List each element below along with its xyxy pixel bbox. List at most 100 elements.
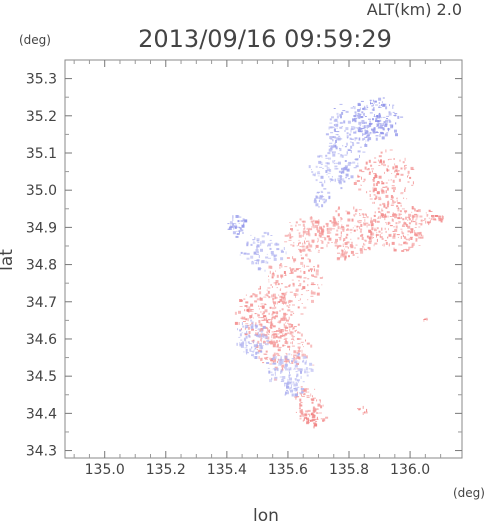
echo-cell	[358, 222, 362, 224]
echo-cell	[245, 344, 247, 346]
echo-cell	[317, 171, 320, 173]
echo-cell	[410, 166, 414, 170]
echo-cell	[339, 217, 342, 219]
echo-cell	[336, 112, 339, 115]
echo-cell	[373, 99, 375, 102]
echo-cell	[383, 243, 385, 247]
echo-cell	[309, 419, 312, 422]
echo-cluster-1	[351, 97, 404, 146]
echo-cell	[326, 174, 328, 176]
echo-cell	[337, 221, 339, 222]
echo-cell	[299, 249, 303, 251]
echo-cell	[327, 167, 329, 169]
echo-cell	[269, 247, 272, 250]
echo-cell	[392, 187, 394, 189]
echo-cell	[295, 221, 298, 224]
echo-cell	[232, 223, 236, 225]
echo-cell	[280, 249, 283, 251]
echo-cell	[267, 319, 271, 321]
echo-cell	[301, 353, 305, 357]
echo-cell	[239, 342, 241, 344]
echo-cell	[315, 195, 318, 199]
echo-cell	[336, 115, 339, 119]
echo-cell	[357, 256, 359, 258]
echo-cell	[359, 137, 361, 141]
echo-cell	[303, 368, 306, 370]
echo-cell	[332, 151, 336, 154]
echo-cell	[311, 270, 312, 273]
echo-cell	[317, 284, 319, 286]
echo-cell	[260, 338, 262, 342]
echo-cell	[314, 423, 318, 427]
echo-cell	[369, 121, 371, 124]
echo-cell	[372, 109, 375, 111]
echo-cell	[305, 390, 307, 393]
echo-cell	[302, 248, 306, 252]
echo-cluster-19	[424, 209, 444, 224]
echo-cell	[398, 213, 401, 217]
echo-cell	[415, 222, 418, 226]
echo-cell	[344, 146, 347, 148]
echo-cell	[285, 340, 287, 343]
echo-cell	[378, 216, 379, 219]
echo-cell	[261, 235, 265, 238]
echo-cell	[389, 216, 392, 217]
echo-cell	[251, 324, 254, 327]
echo-cell	[284, 357, 288, 361]
echo-cell	[335, 123, 339, 127]
echo-cell	[260, 303, 264, 305]
x-tick-label: 136.0	[390, 462, 430, 478]
echo-cell	[298, 392, 301, 394]
echo-cell	[404, 210, 408, 213]
echo-cell	[279, 295, 283, 298]
echo-cell	[267, 294, 269, 297]
echo-cell	[390, 198, 393, 200]
echo-cell	[350, 129, 352, 133]
echo-cell	[258, 349, 262, 351]
echo-cell	[294, 393, 298, 397]
echo-cell	[284, 317, 287, 321]
echo-cell	[310, 413, 312, 416]
echo-cell	[293, 354, 295, 358]
echo-cell	[331, 151, 333, 154]
echo-cell	[379, 236, 383, 239]
echo-cell	[262, 311, 265, 315]
echo-cell	[274, 297, 278, 299]
echo-cell	[320, 175, 324, 179]
echo-cell	[250, 350, 254, 352]
echo-cell	[254, 324, 258, 327]
echo-cell	[303, 359, 305, 361]
echo-cell	[339, 237, 342, 241]
echo-cell	[335, 137, 339, 141]
echo-cell	[381, 101, 383, 104]
echo-cell	[336, 131, 339, 132]
echo-cell	[359, 169, 363, 172]
echo-cell	[302, 230, 306, 234]
echo-cell	[300, 261, 304, 265]
echo-cell	[344, 160, 347, 162]
echo-cell	[425, 317, 428, 320]
echo-cell	[268, 312, 270, 315]
echo-cell	[366, 191, 368, 194]
echo-cell	[410, 237, 413, 240]
echo-cell	[293, 383, 297, 387]
echo-cell	[285, 313, 288, 315]
echo-cell	[263, 231, 267, 234]
echo-cell	[430, 218, 433, 221]
echo-cell	[332, 223, 336, 227]
echo-cell	[406, 239, 409, 241]
echo-cell	[371, 170, 373, 173]
echo-cell	[335, 146, 338, 150]
echo-cell	[375, 117, 378, 121]
echo-cell	[255, 322, 257, 325]
echo-cell	[378, 165, 381, 166]
echo-cell	[342, 110, 346, 112]
echo-cell	[284, 345, 286, 346]
echo-cell	[297, 331, 300, 334]
echo-cell	[320, 240, 323, 242]
echo-cell	[270, 341, 274, 345]
echo-cell	[251, 353, 255, 356]
echo-cell	[283, 339, 287, 340]
echo-cell	[309, 228, 313, 231]
